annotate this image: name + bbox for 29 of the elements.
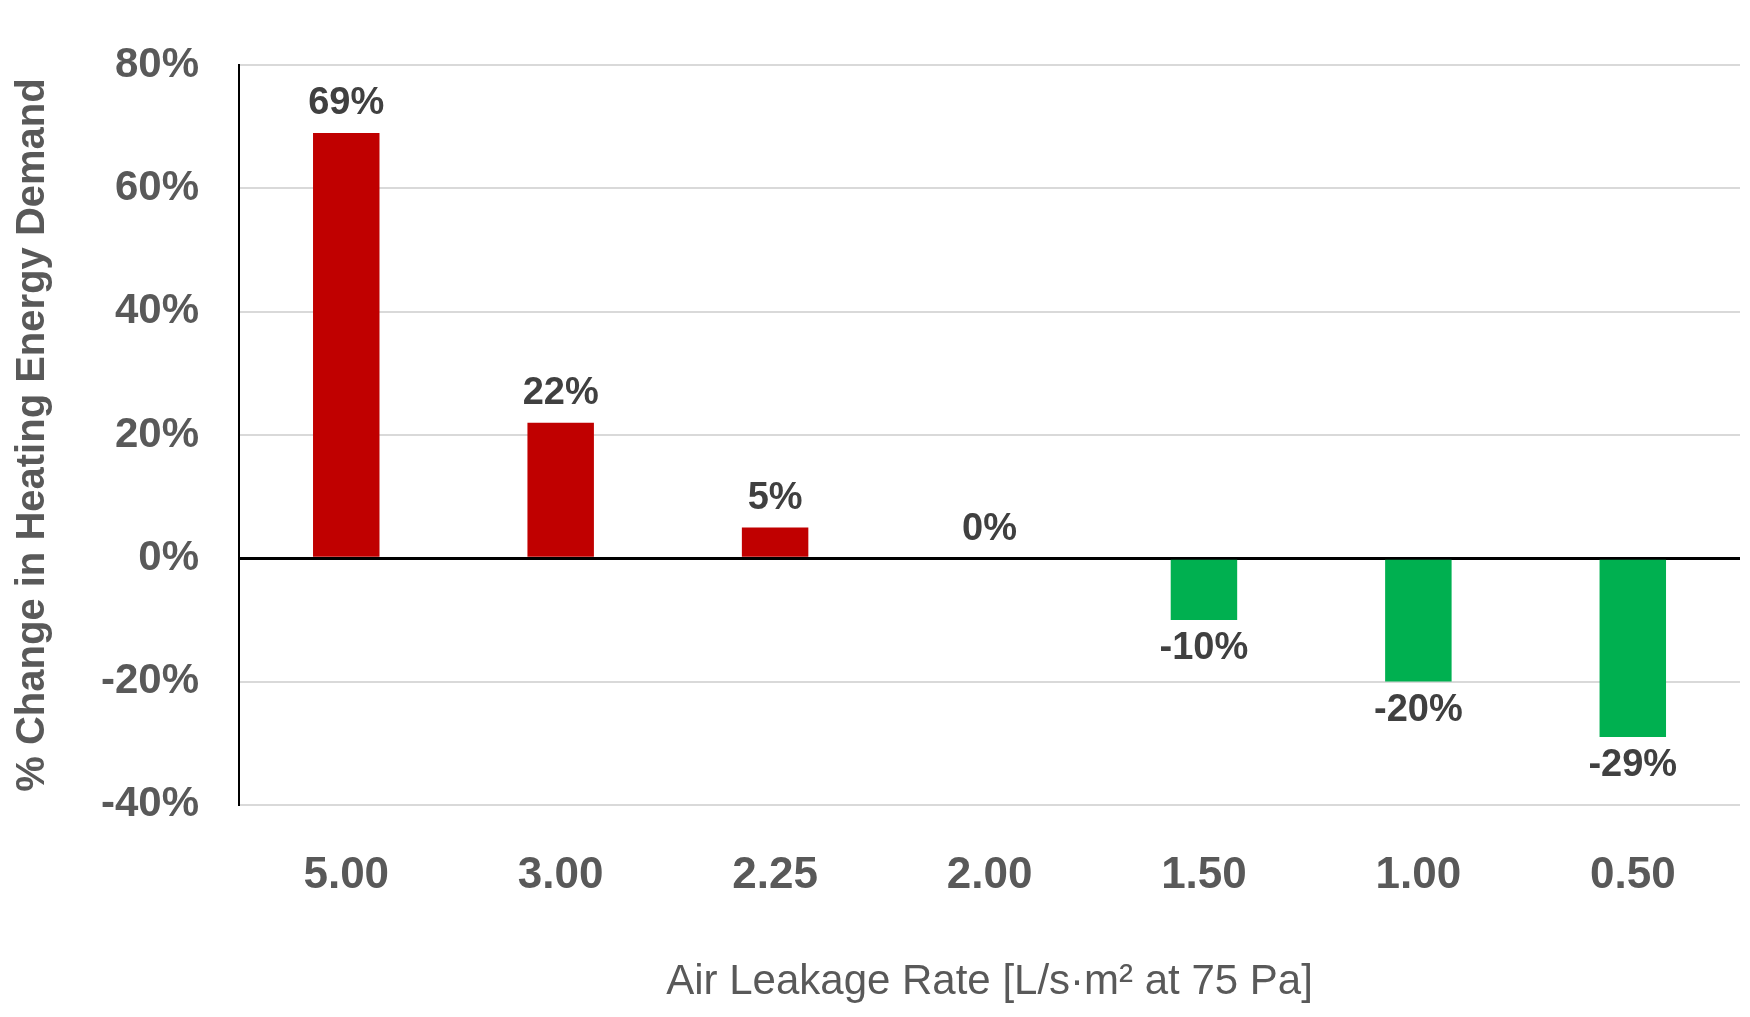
data-label: 69% <box>308 80 385 123</box>
bar <box>1170 559 1238 620</box>
x-tick-label: 5.00 <box>303 848 390 898</box>
bar <box>741 527 809 557</box>
data-label: -29% <box>1588 742 1678 785</box>
x-tick-label: 2.00 <box>946 848 1033 898</box>
x-axis-title: Air Leakage Rate [L/s·m² at 75 Pa] <box>666 956 1313 1004</box>
bar <box>527 422 594 557</box>
y-tick-label: 20% <box>114 408 200 456</box>
x-tick-label: 1.50 <box>1161 848 1247 898</box>
x-tick-label: 1.00 <box>1375 848 1462 898</box>
bar <box>313 133 380 557</box>
data-label: -20% <box>1374 687 1463 730</box>
y-tick-label: 60% <box>114 162 200 210</box>
x-tick-label: 0.50 <box>1589 848 1676 898</box>
y-tick-label: 0% <box>138 531 200 579</box>
data-label: 5% <box>747 474 803 517</box>
bar <box>1385 559 1452 682</box>
x-tick-label: 2.25 <box>732 848 818 898</box>
x-tick-label: 3.00 <box>517 848 604 898</box>
bar <box>1599 559 1667 737</box>
data-label: 0% <box>962 505 1017 548</box>
data-label: 22% <box>522 370 599 413</box>
y-axis-title: % Change in Heating Energy Demand <box>8 78 53 792</box>
y-tick-label: 80% <box>114 38 200 86</box>
y-tick-label: 40% <box>114 285 200 333</box>
y-tick-label: -40% <box>100 778 200 826</box>
y-tick-label: -20% <box>100 655 200 703</box>
data-label: -10% <box>1159 625 1249 668</box>
